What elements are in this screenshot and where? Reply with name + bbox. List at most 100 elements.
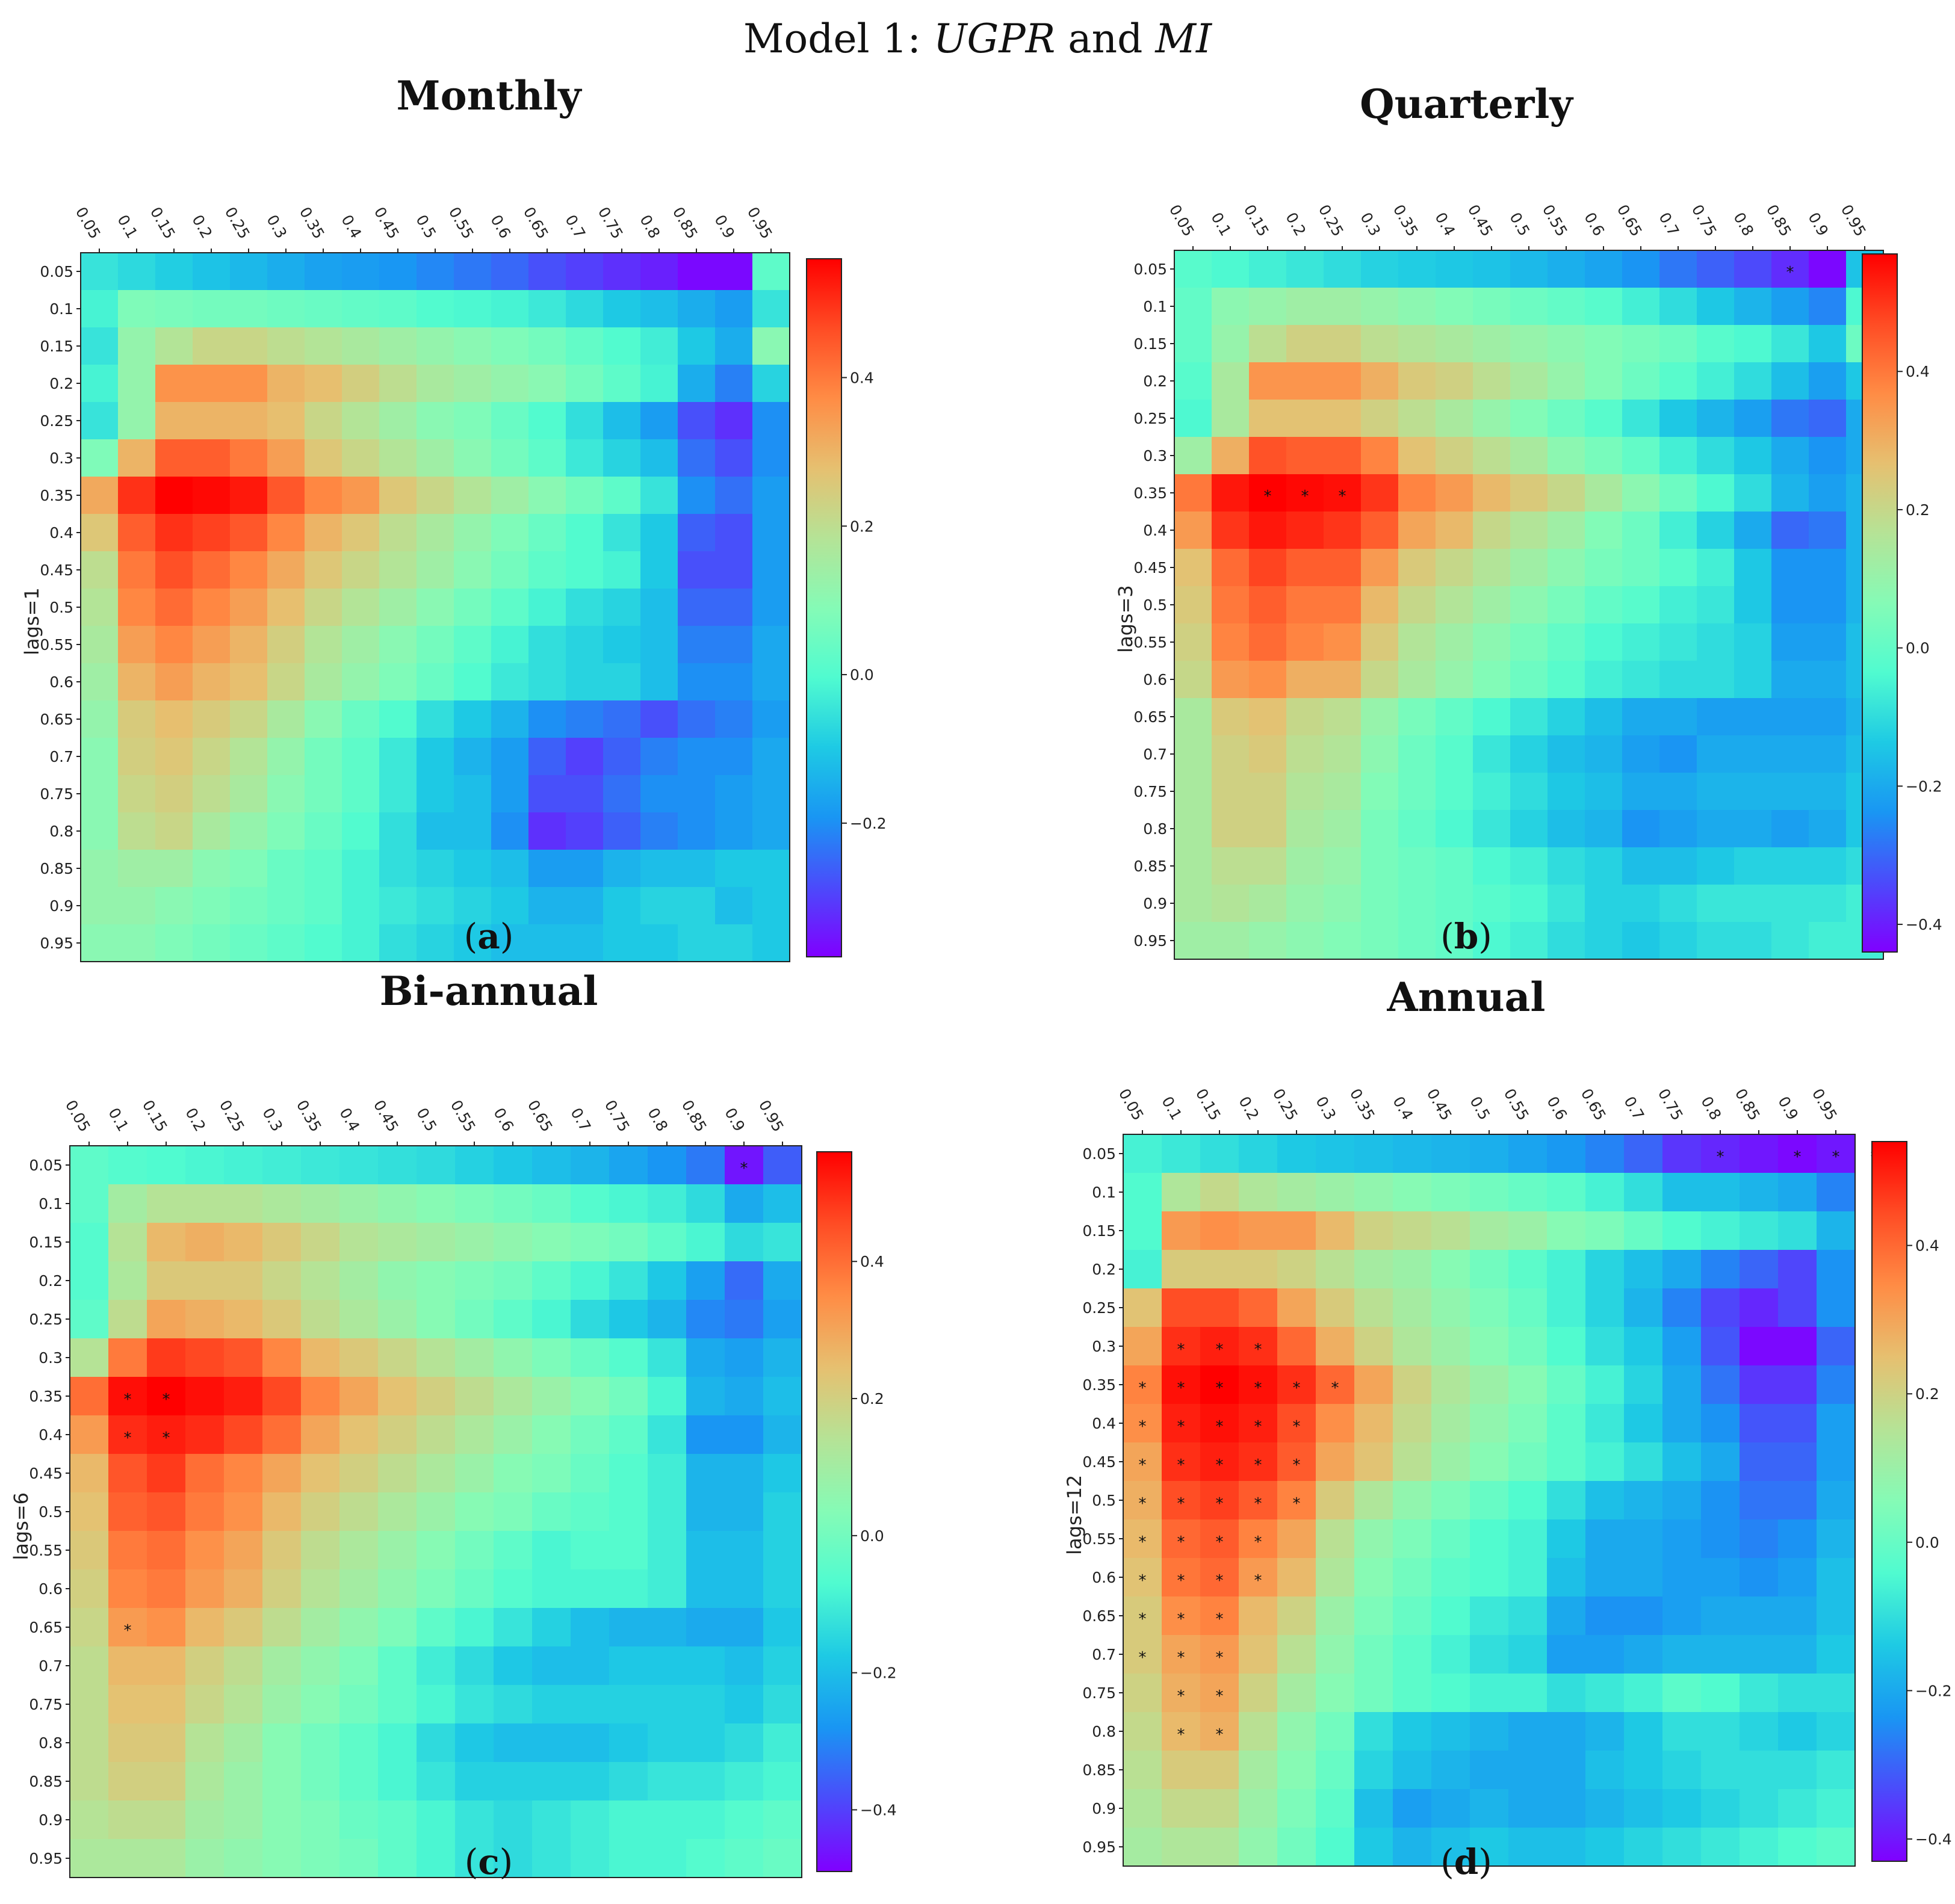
- heatmap-cell: [1662, 1558, 1702, 1597]
- heatmap-cell: [1547, 1828, 1586, 1867]
- heatmap-cell: [417, 1223, 456, 1262]
- y-tick-label: 0.2: [39, 1272, 63, 1290]
- heatmap-cell: [1624, 1635, 1663, 1674]
- heatmap-cell: [1286, 773, 1324, 811]
- heatmap-cell: [678, 290, 716, 328]
- heatmap-cell: [1585, 1404, 1625, 1443]
- heatmap-cell: [763, 1569, 802, 1609]
- heatmap-cell: [1662, 1250, 1702, 1289]
- heatmap-cell: [1662, 1404, 1702, 1443]
- heatmap-cell: [417, 514, 454, 552]
- heatmap-cell: [262, 1415, 302, 1454]
- colorbar-tick-label: −0.2: [1906, 777, 1942, 795]
- heatmap-cell: [686, 1377, 725, 1416]
- heatmap-cell: [147, 1415, 186, 1454]
- heatmap-cell: [1734, 362, 1772, 400]
- heatmap-cell: [603, 365, 641, 403]
- heatmap-cell: [1585, 437, 1623, 475]
- heatmap-cell: [147, 1646, 186, 1686]
- heatmap-cell: [342, 700, 380, 738]
- heatmap-cell: [70, 1377, 109, 1416]
- heatmap-cell: [417, 1415, 456, 1454]
- heatmap-cell: [571, 1762, 610, 1801]
- heatmap-cell: [379, 700, 417, 738]
- heatmap-cell: [339, 1800, 379, 1840]
- heatmap-cell: [379, 924, 417, 962]
- heatmap-cell: [267, 477, 305, 515]
- heatmap-cell: [267, 924, 305, 962]
- y-tick-label: 0.1: [39, 1195, 63, 1213]
- heatmap-cell: [224, 1184, 263, 1223]
- heatmap-cell: [1200, 1674, 1239, 1713]
- heatmap-cell: [230, 589, 268, 626]
- heatmap-cell: [224, 1608, 263, 1647]
- heatmap-cell: [1361, 810, 1399, 848]
- heatmap-cell: [678, 327, 716, 365]
- heatmap-cell: [262, 1184, 302, 1223]
- heatmap-cell: [118, 887, 156, 925]
- heatmap-cell: [528, 626, 566, 664]
- heatmap-cell: [267, 589, 305, 626]
- panel-label: (a): [463, 916, 514, 957]
- heatmap-cell: [262, 1454, 302, 1493]
- heatmap-cell: [1470, 1288, 1509, 1328]
- heatmap-cell: [1734, 735, 1772, 773]
- heatmap-cell: [417, 775, 454, 813]
- heatmap-cell: [491, 514, 529, 552]
- heatmap-cell: [1662, 1519, 1702, 1559]
- y-tick-label: 0.4: [1143, 522, 1167, 539]
- heatmap-cell: [1361, 661, 1399, 699]
- heatmap-cell: [725, 1454, 764, 1493]
- heatmap-cell: [1508, 1789, 1548, 1828]
- heatmap-cell: [752, 626, 790, 664]
- heatmap-cell: [1622, 400, 1660, 437]
- heatmap-cell: [1547, 1250, 1586, 1289]
- heatmap-cell: [224, 1146, 263, 1185]
- heatmap-cell: [118, 812, 156, 850]
- heatmap-cell: [678, 551, 716, 589]
- heatmap-cell: [224, 1723, 263, 1763]
- heatmap-cell: [193, 551, 231, 589]
- heatmap-cell: [1740, 1365, 1779, 1405]
- panel-label: (c): [464, 1841, 513, 1882]
- heatmap-cell: [1622, 437, 1660, 475]
- heatmap-cell: [379, 402, 417, 440]
- heatmap-cell: [1585, 1173, 1625, 1212]
- heatmap-cell: [686, 1800, 725, 1840]
- heatmap-cell: [301, 1646, 340, 1686]
- heatmap-cell: [1697, 847, 1735, 885]
- heatmap-cell: [532, 1261, 571, 1300]
- heatmap-cell: [454, 700, 492, 738]
- heatmap-cell: [494, 1762, 533, 1801]
- y-tick-label: 0.2: [1092, 1261, 1116, 1278]
- heatmap-cell: [603, 589, 641, 626]
- heatmap-cell: [1734, 698, 1772, 736]
- heatmap-cell: [1622, 847, 1660, 885]
- x-tick-label: 0.4: [1431, 209, 1458, 239]
- heatmap-cell: [1624, 1442, 1663, 1482]
- heatmap-cell: [155, 700, 193, 738]
- heatmap-cell: [1174, 810, 1212, 848]
- heatmap-cell: [301, 1261, 340, 1300]
- heatmap-cell: [81, 812, 119, 850]
- heatmap-cell: [455, 1685, 494, 1724]
- heatmap-cell: [494, 1685, 533, 1724]
- heatmap-cell: [686, 1415, 725, 1454]
- heatmap-cell: [1200, 1365, 1239, 1405]
- heatmap-cell: [147, 1608, 186, 1647]
- heatmap-cell: [532, 1685, 571, 1724]
- heatmap-cell: [342, 402, 380, 440]
- heatmap-cell: [1361, 512, 1399, 549]
- heatmap-cell: [1162, 1789, 1201, 1828]
- heatmap-cell: [752, 402, 790, 440]
- heatmap-cell: [686, 1839, 725, 1878]
- heatmap-cell: [1734, 847, 1772, 885]
- heatmap-cell: [686, 1492, 725, 1532]
- heatmap-cell: [1740, 1442, 1779, 1482]
- heatmap-cell: [1548, 922, 1585, 960]
- heatmap-cell: [763, 1338, 802, 1377]
- heatmap-cell: [715, 812, 753, 850]
- heatmap-cell: [1697, 586, 1735, 624]
- heatmap-cell: [532, 1569, 571, 1609]
- heatmap-cell: [1622, 362, 1660, 400]
